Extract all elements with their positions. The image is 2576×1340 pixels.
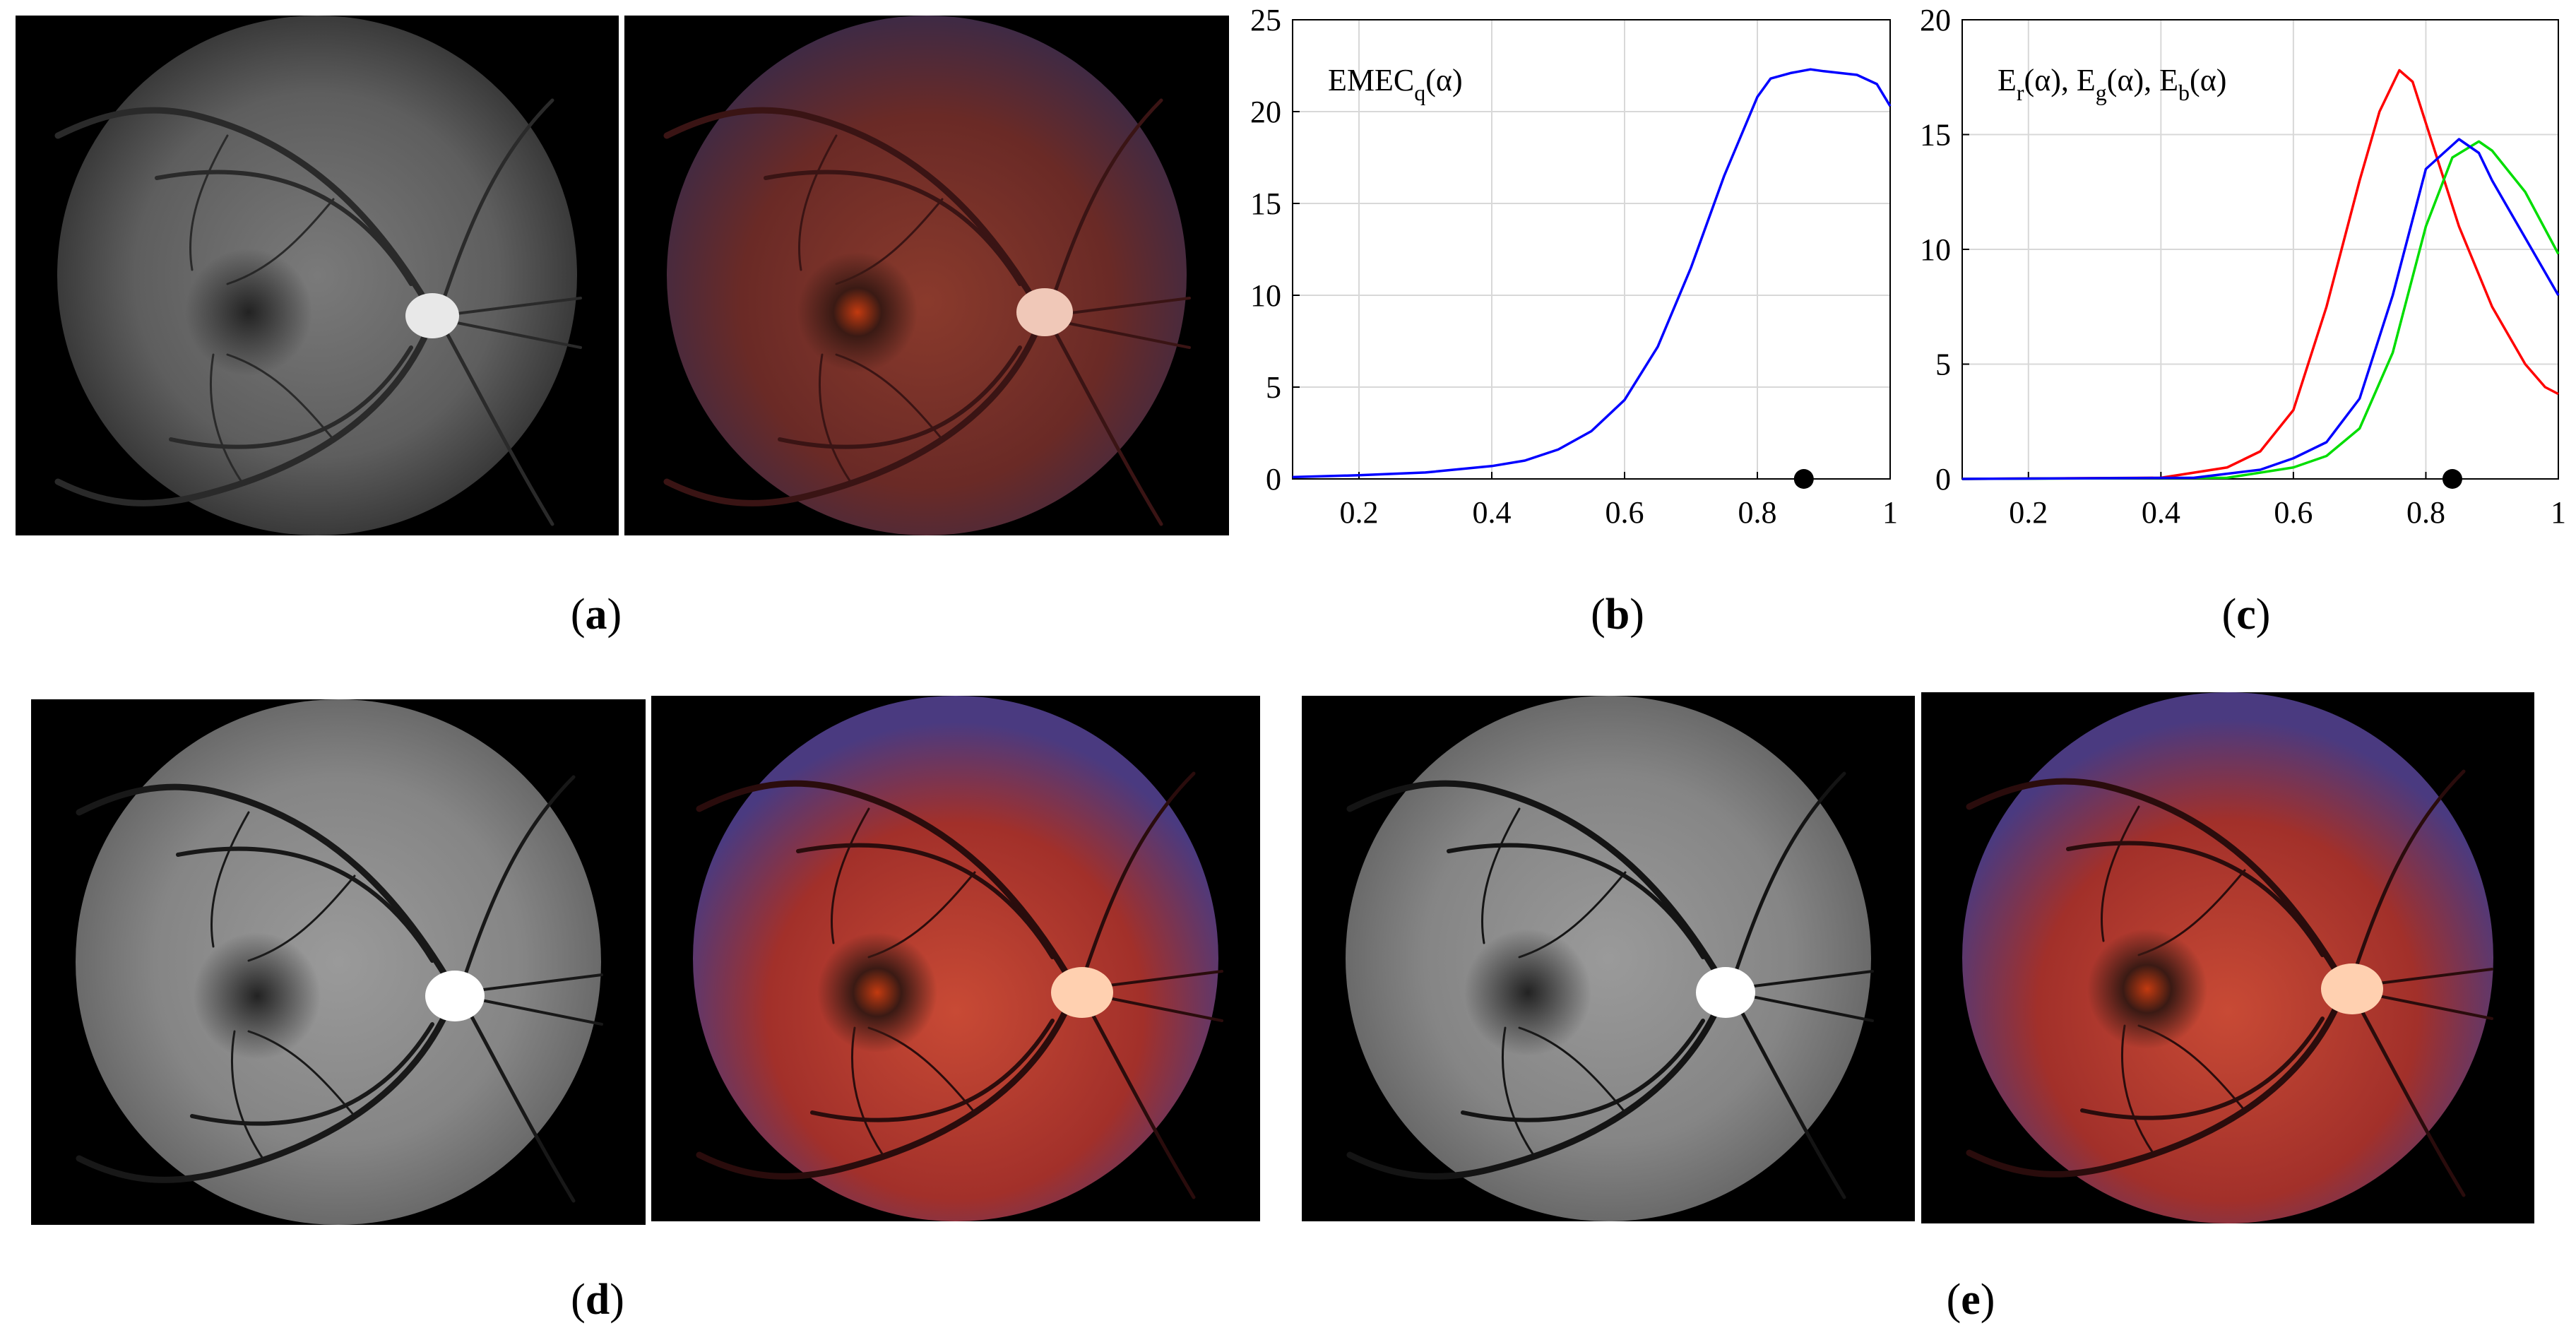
xtick-label-1: 0.4 [2142,495,2180,530]
ytick-label-3: 15 [1250,186,1281,221]
image-a-grayscale [16,16,619,535]
image-a-color [624,16,1229,535]
xtick-label-1: 0.4 [1473,495,1512,530]
xtick-label-4: 1 [2551,495,2566,530]
caption-b: (b) [1591,591,1644,639]
ytick-label-5: 25 [1250,3,1281,37]
caption-d: (d) [571,1276,624,1324]
xtick-label-4: 1 [1882,495,1898,530]
xtick-label-0: 0.2 [2009,495,2048,530]
series-line-E_b [1961,138,2560,480]
ytick-label-2: 10 [1250,278,1281,313]
ytick-label-0: 0 [1266,462,1281,497]
caption-e: (e) [1946,1276,1995,1324]
xtick-label-0: 0.2 [1340,495,1379,530]
ytick-label-1: 5 [1935,348,1951,382]
image-e-color [1921,692,2534,1223]
caption-a: (a) [570,591,622,639]
series-line-E_g [1961,140,2560,480]
image-e-grayscale [1302,696,1915,1221]
plot-frame [1292,19,1891,480]
xtick-label-2: 0.6 [2274,495,2313,530]
ytick-label-3: 15 [1920,118,1951,153]
ytick-label-1: 5 [1266,370,1281,405]
xtick-label-3: 0.8 [1738,495,1777,530]
chart-label: EMECq(α) [1328,63,1463,105]
ytick-label-4: 20 [1920,3,1951,37]
alpha-optimal-marker [2442,469,2462,489]
series-line-EMEC_q [1292,68,1892,479]
xtick-label-3: 0.8 [2406,495,2445,530]
chart-label: Er(α), Eg(α), Eb(α) [1998,63,2226,105]
caption-c: (c) [2221,591,2271,639]
image-d-grayscale [31,699,646,1225]
image-d-color [651,696,1260,1221]
series-line-E_r [1961,69,2559,480]
alpha-optimal-marker [1793,469,1814,489]
xtick-label-2: 0.6 [1605,495,1644,530]
ytick-label-2: 10 [1920,232,1951,267]
ytick-label-0: 0 [1935,462,1951,497]
ytick-label-4: 20 [1250,95,1281,129]
